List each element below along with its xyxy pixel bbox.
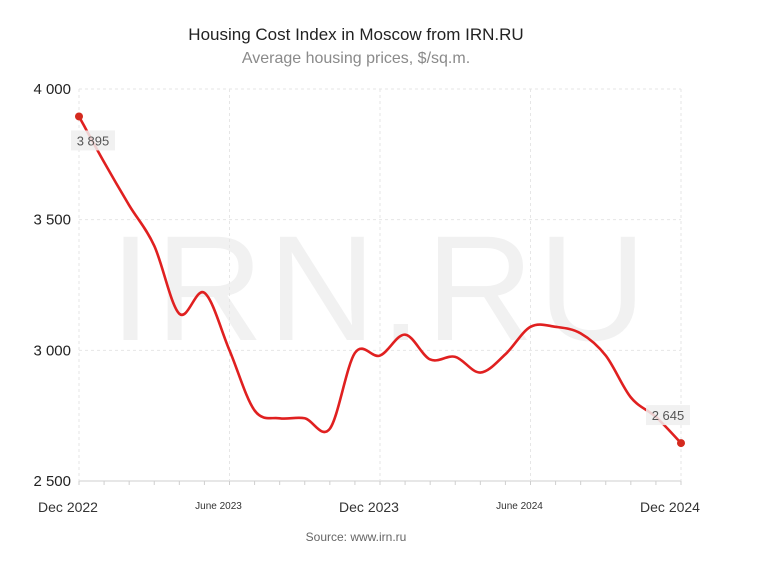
chart-subtitle: Average housing prices, $/sq.m. (242, 50, 470, 67)
x-axis: Dec 2022 June 2023 Dec 2023 June 2024 Dec 20… (38, 499, 700, 515)
data-label-box (646, 405, 690, 426)
data-label: 2 645 (652, 408, 685, 423)
series-line (77, 115, 683, 445)
x-tick-label: June 2024 (496, 501, 543, 512)
y-tick-label: 2 500 (33, 473, 71, 490)
data-point-marker (677, 439, 685, 448)
y-tick-label: 3 500 (33, 212, 71, 229)
data-label-box (71, 130, 115, 151)
data-label: 3 895 (77, 133, 110, 148)
x-tick-label: Dec 2024 (640, 499, 700, 515)
data-point-marker (75, 112, 83, 121)
y-axis: 4 000 3 500 3 000 2 500 (33, 81, 71, 490)
x-tick-label: Dec 2023 (339, 499, 399, 515)
y-tick-label: 3 000 (33, 342, 71, 359)
chart-title: Housing Cost Index in Moscow from IRN.RU (188, 25, 523, 44)
watermark: IRN.RU (110, 204, 651, 372)
x-tick-label: Dec 2022 (38, 499, 98, 515)
y-tick-label: 4 000 (33, 81, 71, 98)
x-tick-label: June 2023 (195, 501, 242, 512)
source-note: Source: www.irn.ru (306, 530, 407, 544)
data-labels: 3 895 2 645 (71, 112, 690, 448)
